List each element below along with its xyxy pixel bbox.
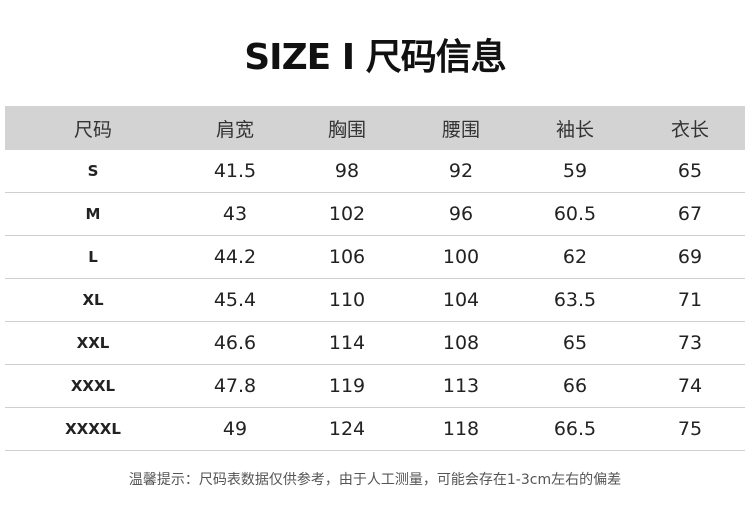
cell-length: 75 <box>677 418 703 440</box>
cell-waist: 96 <box>448 203 474 225</box>
cell-waist: 113 <box>442 375 480 397</box>
cell-sleeve: 62 <box>562 246 588 268</box>
table-row: L 44.2 106 100 62 69 <box>5 236 745 279</box>
measurement-note: 温馨提示：尺码表数据仅供参考，由于人工测量，可能会存在1-3cm左右的偏差 <box>128 472 622 488</box>
cell-chest: 106 <box>328 246 366 268</box>
cell-chest: 102 <box>328 203 366 225</box>
cell-length: 73 <box>677 332 703 354</box>
table-row: XL 45.4 110 104 63.5 71 <box>5 279 745 322</box>
cell-waist: 108 <box>442 332 480 354</box>
header-waist: 腰围 <box>441 118 481 141</box>
cell-chest: 119 <box>328 375 366 397</box>
cell-shoulder: 49 <box>222 418 248 440</box>
cell-sleeve: 66.5 <box>553 418 597 440</box>
table-row: XXXXL 49 124 118 66.5 75 <box>5 408 745 451</box>
cell-waist: 104 <box>442 289 480 311</box>
cell-size: XXXL <box>70 377 116 395</box>
cell-sleeve: 66 <box>562 375 588 397</box>
header-chest: 胸围 <box>327 118 367 141</box>
table-row: M 43 102 96 60.5 67 <box>5 193 745 236</box>
cell-length: 65 <box>677 160 703 182</box>
cell-shoulder: 46.6 <box>213 332 257 354</box>
table-row: XXXL 47.8 119 113 66 74 <box>5 365 745 408</box>
cell-size: M <box>85 205 101 223</box>
cell-length: 69 <box>677 246 703 268</box>
cell-size: XL <box>82 291 104 309</box>
cell-shoulder: 43 <box>222 203 248 225</box>
cell-shoulder: 45.4 <box>213 289 257 311</box>
table-row: XXL 46.6 114 108 65 73 <box>5 322 745 365</box>
cell-sleeve: 60.5 <box>553 203 597 225</box>
cell-length: 71 <box>677 289 703 311</box>
table-row: S 41.5 98 92 59 65 <box>5 150 745 193</box>
cell-chest: 114 <box>328 332 366 354</box>
size-table: 尺码 肩宽 胸围 腰围 袖长 衣长 S 41.5 98 92 59 65 M 43 102 96 6… <box>5 106 745 451</box>
cell-length: 67 <box>677 203 703 225</box>
cell-sleeve: 65 <box>562 332 588 354</box>
cell-shoulder: 47.8 <box>213 375 257 397</box>
cell-shoulder: 44.2 <box>213 246 257 268</box>
cell-chest: 124 <box>328 418 366 440</box>
cell-waist: 100 <box>442 246 480 268</box>
cell-chest: 98 <box>334 160 360 182</box>
header-length: 衣长 <box>670 118 710 141</box>
cell-sleeve: 59 <box>562 160 588 182</box>
header-sleeve: 袖长 <box>555 118 595 141</box>
table-header: 尺码 肩宽 胸围 腰围 袖长 衣长 <box>5 106 745 150</box>
cell-waist: 92 <box>448 160 474 182</box>
header-size: 尺码 <box>73 118 113 141</box>
cell-size: L <box>88 248 98 266</box>
page-title: SIZE Ⅰ 尺码信息 <box>244 37 506 78</box>
cell-size: S <box>87 162 99 180</box>
cell-size: XXL <box>76 334 110 352</box>
cell-waist: 118 <box>442 418 480 440</box>
header-shoulder: 肩宽 <box>215 118 255 141</box>
cell-chest: 110 <box>328 289 366 311</box>
cell-length: 74 <box>677 375 703 397</box>
cell-size: XXXXL <box>65 420 121 438</box>
cell-sleeve: 63.5 <box>553 289 597 311</box>
cell-shoulder: 41.5 <box>213 160 257 182</box>
